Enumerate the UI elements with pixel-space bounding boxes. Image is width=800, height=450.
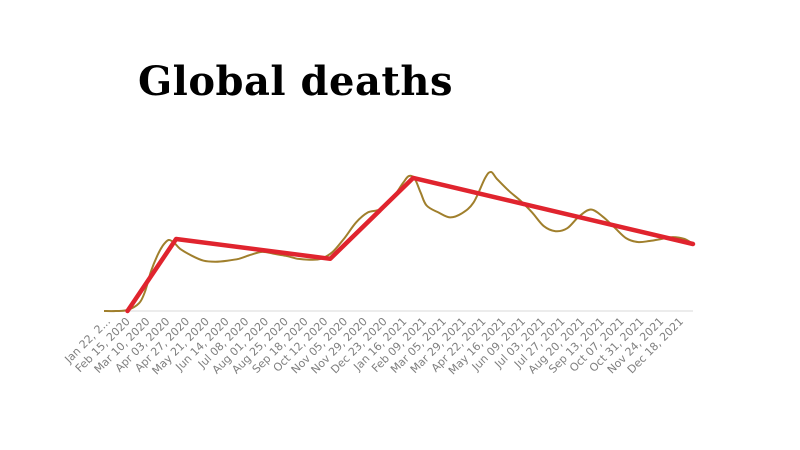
chart-title: Global deaths	[138, 58, 453, 105]
trend-line	[125, 175, 696, 314]
